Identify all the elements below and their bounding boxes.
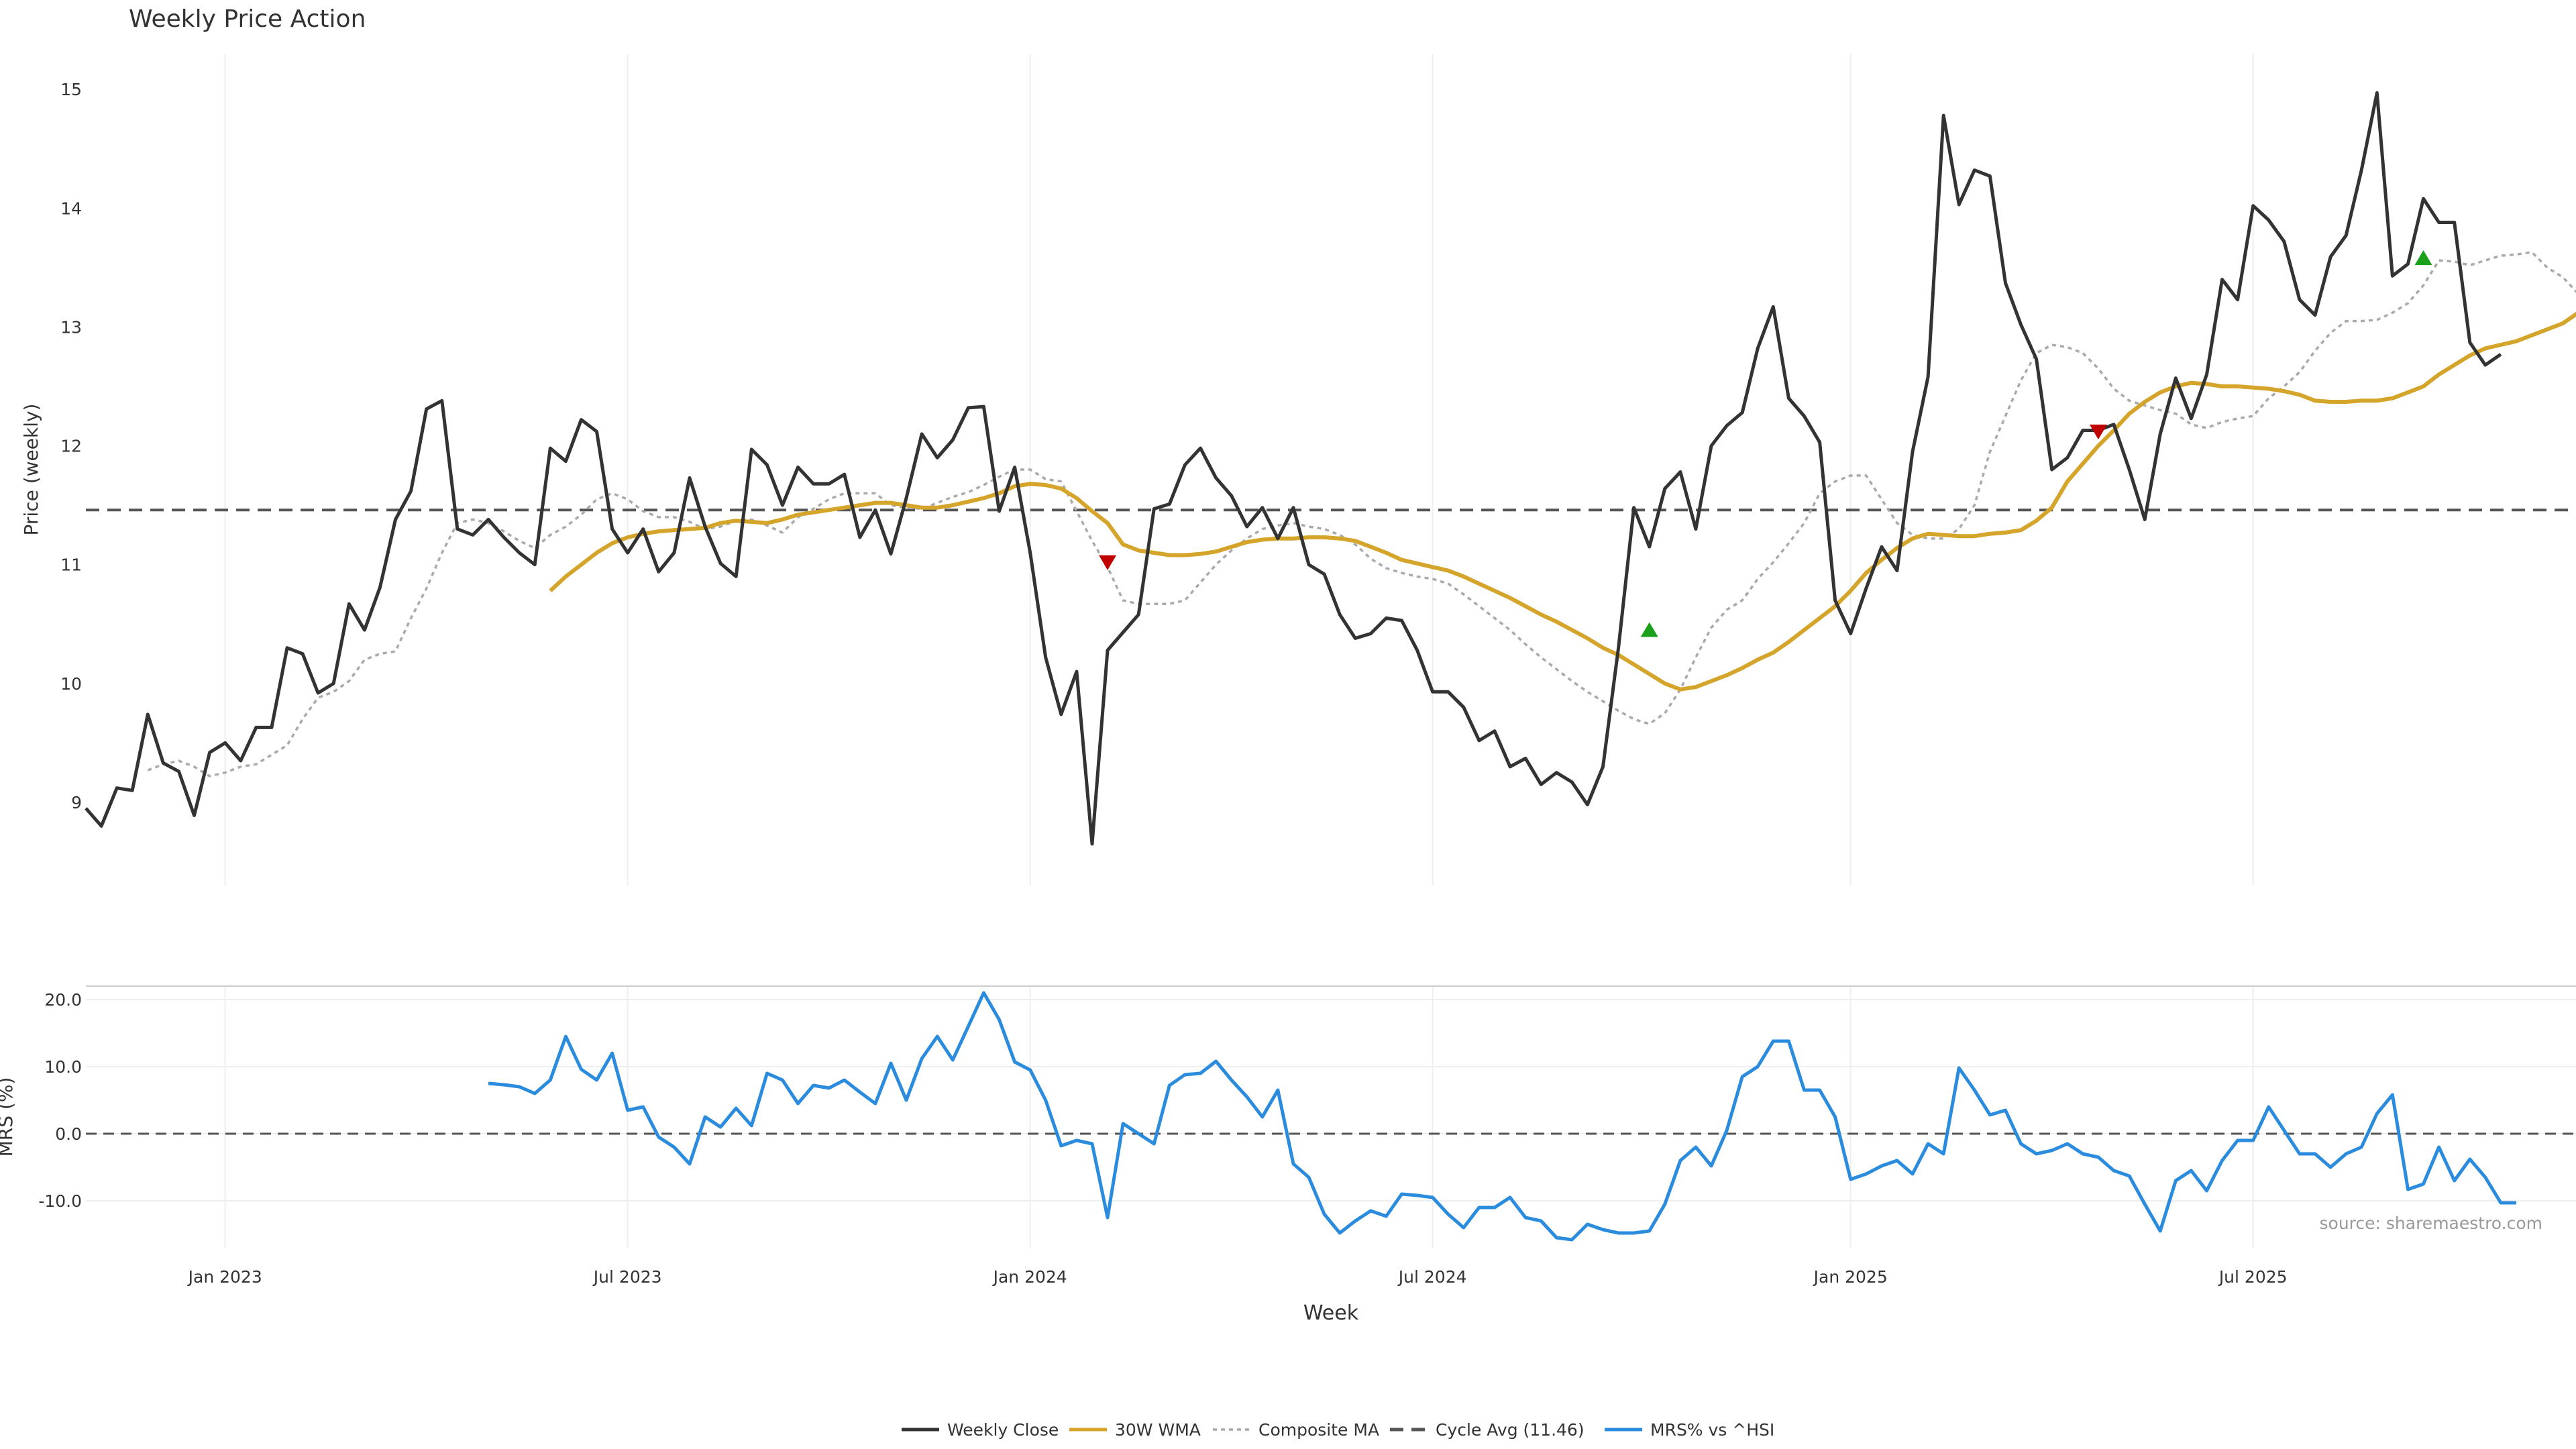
legend-label-4: MRS% vs ^HSI [1650,1420,1774,1440]
legend: Weekly Close 30W WMA Composite MA Cycle Avg… [902,1420,1774,1440]
x-tick-label: Jul 2023 [592,1267,662,1287]
y-tick-label: 11 [60,555,82,575]
y-tick-label: 0.0 [55,1124,82,1144]
x-tick-label: Jan 2023 [187,1267,262,1287]
legend-label-0: Weekly Close [947,1420,1059,1440]
x-tick-label: Jan 2025 [1813,1267,1888,1287]
price-panel: Weekly Price Action Price (weekly) 9 10 11 12… [20,5,2576,885]
x-tick-label: Jul 2024 [1397,1267,1467,1287]
y-tick-label: -10.0 [38,1191,82,1211]
y-axis-label: MRS (%) [0,1077,17,1157]
y-tick-label: 10 [60,674,82,694]
mrs-panel: Jan 2023 Jul 2023 Jan 2024 Jul 2024 Jan 2025… [0,985,2576,1325]
series-line-2 [147,251,2576,777]
source-annotation: source: sharemaestro.com [2320,1214,2543,1233]
buy-marker-3 [2414,250,2432,266]
sell-marker-2 [2089,424,2107,440]
sell-marker-0 [1099,555,1117,570]
legend-label-2: Composite MA [1258,1420,1379,1440]
y-tick-label: 15 [60,80,82,99]
chart-title: Weekly Price Action [129,5,366,33]
x-tick-label: Jan 2024 [992,1267,1067,1287]
y-tick-label: 12 [60,437,82,456]
buy-marker-1 [1640,622,1658,637]
series-line-1 [549,311,2576,692]
x-tick-label: Jul 2025 [2218,1267,2288,1287]
y-tick-label: 9 [71,793,82,812]
series-line-0 [85,91,2502,846]
y-tick-label: 14 [60,199,82,218]
y-tick-label: 20.0 [44,990,82,1010]
y-axis-label: Price (weekly) [20,404,42,536]
mrs-line [488,991,2516,1242]
y-tick-label: 13 [60,317,82,337]
legend-label-1: 30W WMA [1115,1420,1201,1440]
y-tick-label: 10.0 [44,1057,82,1077]
legend-label-3: Cycle Avg (11.46) [1436,1420,1585,1440]
x-axis-label: Week [1303,1301,1359,1325]
